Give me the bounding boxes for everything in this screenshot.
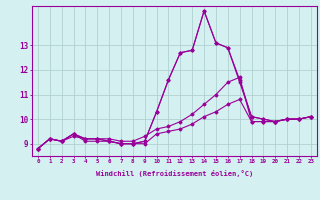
X-axis label: Windchill (Refroidissement éolien,°C): Windchill (Refroidissement éolien,°C) [96,170,253,177]
